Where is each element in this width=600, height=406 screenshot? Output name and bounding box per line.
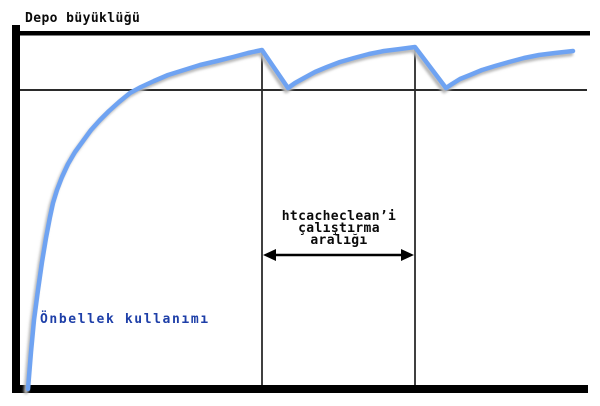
cleanup-interval-label-line2: çalıştırma [298,221,380,236]
curve-label: Önbellek kullanımı [40,312,210,327]
capacity-line [20,31,590,36]
y-axis-title: Depo büyüklüğü [25,11,141,26]
cleanup-interval-label-line1: htcacheclean’i [281,209,397,224]
limit-line [18,89,587,91]
interval-arrow-head-right [401,249,414,261]
y-axis [12,25,20,393]
interval-arrow [263,249,414,261]
x-axis [12,385,588,393]
cleanup-interval-label: htcacheclean’i çalıştırma aralığı [259,209,419,248]
cleanup-interval-label-line3: aralığı [310,233,368,248]
cache-usage-curve [25,44,576,392]
interval-arrow-head-left [263,249,276,261]
